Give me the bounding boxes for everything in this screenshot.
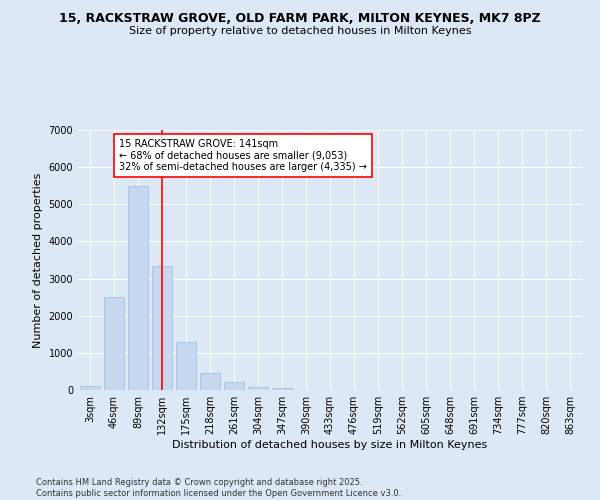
Text: Contains HM Land Registry data © Crown copyright and database right 2025.
Contai: Contains HM Land Registry data © Crown c… [36,478,401,498]
Text: 15 RACKSTRAW GROVE: 141sqm
← 68% of detached houses are smaller (9,053)
32% of s: 15 RACKSTRAW GROVE: 141sqm ← 68% of deta… [119,140,367,172]
Text: Size of property relative to detached houses in Milton Keynes: Size of property relative to detached ho… [129,26,471,36]
Bar [128,186,148,390]
Bar [152,266,172,390]
X-axis label: Distribution of detached houses by size in Milton Keynes: Distribution of detached houses by size … [172,440,488,450]
Bar [176,342,196,390]
Bar [272,388,292,390]
Bar [104,297,124,390]
Y-axis label: Number of detached properties: Number of detached properties [33,172,43,348]
Bar [200,374,220,390]
Text: 15, RACKSTRAW GROVE, OLD FARM PARK, MILTON KEYNES, MK7 8PZ: 15, RACKSTRAW GROVE, OLD FARM PARK, MILT… [59,12,541,26]
Bar [80,386,100,390]
Bar [248,386,268,390]
Bar [224,382,244,390]
